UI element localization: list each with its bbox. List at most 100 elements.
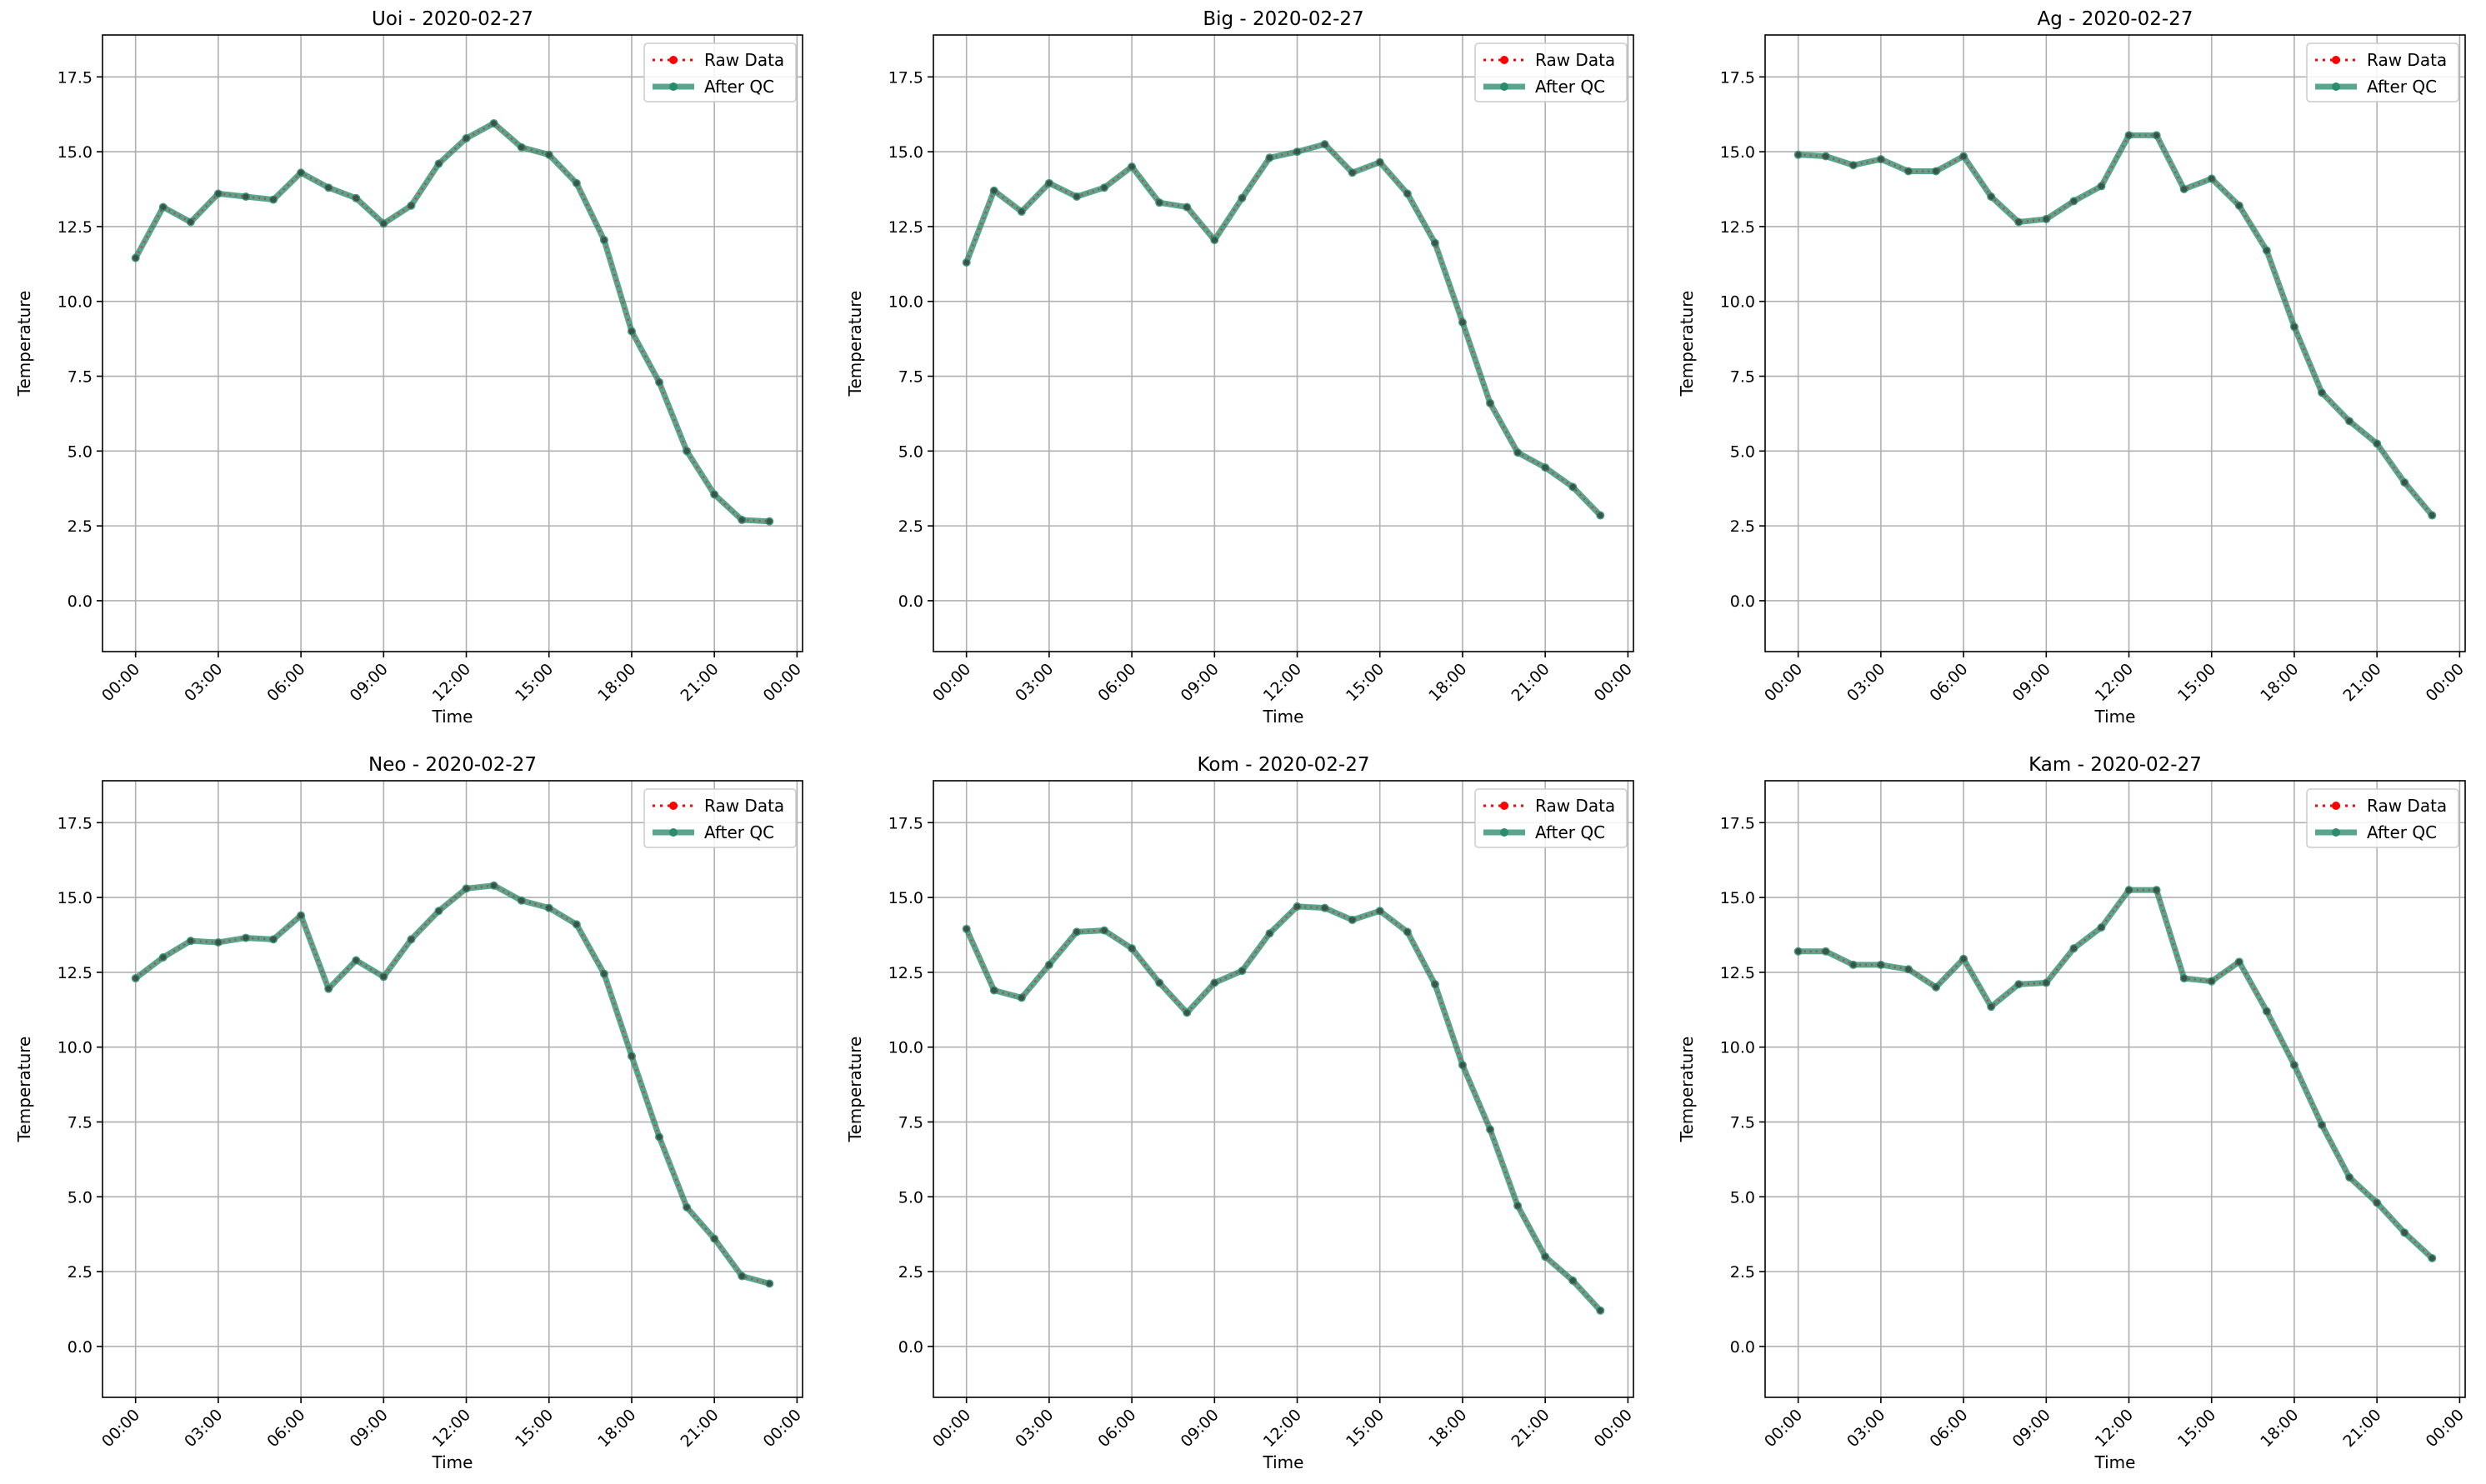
legend-marker-raw-data <box>1500 56 1508 64</box>
legend-label: Raw Data <box>1535 50 1615 70</box>
legend-marker-raw-data <box>669 802 678 810</box>
data-point-raw-data <box>325 184 332 191</box>
data-point-raw-data <box>1128 945 1135 952</box>
x-tick-label: 18:00 <box>1425 660 1470 705</box>
x-tick-label: 21:00 <box>677 1406 722 1451</box>
y-tick-label: 10.0 <box>888 1039 923 1057</box>
data-point-raw-data <box>2373 1200 2380 1207</box>
data-point-raw-data <box>1432 240 1438 247</box>
data-point-raw-data <box>518 144 525 151</box>
data-point-raw-data <box>1459 1062 1466 1068</box>
data-point-raw-data <box>1128 163 1135 170</box>
chart-title: Kom - 2020-02-27 <box>1198 754 1370 776</box>
data-point-raw-data <box>601 971 608 977</box>
data-point-raw-data <box>991 987 998 993</box>
data-point-raw-data <box>1322 141 1328 147</box>
data-point-raw-data <box>1183 204 1190 211</box>
data-point-raw-data <box>1569 1277 1576 1284</box>
legend-label: After QC <box>2367 822 2437 842</box>
legend-marker-after-qc <box>1500 82 1508 91</box>
data-point-raw-data <box>1156 979 1163 986</box>
y-axis: 0.0 2.5 5.0 7.5 10.0 12.5 15.0 17.5 <box>1720 68 2465 611</box>
data-point-raw-data <box>738 517 745 523</box>
legend-label: Raw Data <box>2367 796 2447 816</box>
y-tick-label: 7.5 <box>898 1114 923 1132</box>
data-point-raw-data <box>435 160 442 167</box>
x-tick-label: 12:00 <box>2092 660 2137 705</box>
x-tick-label: 12:00 <box>2092 1406 2137 1451</box>
legend-marker-after-qc <box>2332 82 2340 91</box>
y-axis: 0.0 2.5 5.0 7.5 10.0 12.5 15.0 17.5 <box>888 68 1633 611</box>
y-tick-label: 2.5 <box>1730 517 1755 536</box>
series-group <box>1793 886 2437 1262</box>
axes-frame <box>1764 34 2466 652</box>
axes-frame <box>102 34 803 652</box>
y-tick-label: 15.0 <box>1720 889 1755 907</box>
y-tick-label: 5.0 <box>68 442 93 461</box>
x-tick-label: 15:00 <box>2174 1406 2219 1451</box>
y-tick-label: 0.0 <box>898 592 923 611</box>
y-tick-label: 0.0 <box>68 1338 93 1357</box>
subplot-1: 0.0 2.5 5.0 7.5 10.0 12.5 15.0 17.5 00:00 03:00 06… <box>14 8 805 727</box>
legend-marker-raw-data <box>2332 56 2340 64</box>
y-tick-label: 10.0 <box>1720 293 1755 312</box>
x-tick-label: 09:00 <box>347 1406 392 1451</box>
x-tick-label: 18:00 <box>594 1406 639 1451</box>
y-tick-label: 12.5 <box>888 218 923 237</box>
data-point-raw-data <box>325 986 332 992</box>
x-tick-label: 03:00 <box>1012 1406 1057 1451</box>
data-point-raw-data <box>1905 966 1912 972</box>
data-point-raw-data <box>546 152 553 158</box>
data-point-raw-data <box>2401 1229 2408 1236</box>
data-point-raw-data <box>711 491 718 497</box>
data-point-raw-data <box>1597 1307 1603 1314</box>
x-tick-label: 18:00 <box>2257 660 2302 705</box>
legend-label: Raw Data <box>704 796 784 816</box>
x-tick-label: 15:00 <box>512 660 557 705</box>
x-axis-label: Time <box>2094 707 2136 727</box>
legend-marker-raw-data <box>2332 802 2340 810</box>
series-line-raw-data <box>134 884 770 1285</box>
data-point-raw-data <box>1294 903 1301 910</box>
data-point-raw-data <box>1073 193 1080 200</box>
x-tick-label: 00:00 <box>98 1406 143 1451</box>
series-group <box>962 902 1605 1315</box>
data-point-raw-data <box>1823 152 1829 159</box>
data-point-raw-data <box>2181 186 2188 192</box>
data-point-raw-data <box>2153 132 2160 138</box>
data-point-raw-data <box>711 1236 718 1242</box>
x-axis-label: Time <box>432 1452 473 1472</box>
data-point-raw-data <box>1018 208 1025 215</box>
data-point-raw-data <box>463 135 470 142</box>
x-tick-label: 15:00 <box>1343 660 1388 705</box>
x-tick-label: 12:00 <box>1260 1406 1305 1451</box>
data-point-raw-data <box>1101 184 1108 191</box>
x-tick-label: 03:00 <box>181 660 226 705</box>
data-point-raw-data <box>1377 907 1383 914</box>
data-point-raw-data <box>1046 962 1053 968</box>
x-tick-label: 00:00 <box>98 660 143 705</box>
data-point-raw-data <box>2015 219 2022 226</box>
y-axis-label: Temperature <box>845 1037 865 1143</box>
legend-label: Raw Data <box>704 50 784 70</box>
y-tick-label: 7.5 <box>898 368 923 387</box>
y-tick-label: 15.0 <box>888 143 923 162</box>
y-tick-label: 2.5 <box>898 1263 923 1282</box>
data-point-raw-data <box>1349 169 1356 176</box>
data-point-raw-data <box>1349 917 1356 923</box>
data-point-raw-data <box>298 912 304 919</box>
legend-marker-after-qc <box>1500 828 1508 837</box>
data-point-raw-data <box>1156 199 1163 206</box>
data-point-raw-data <box>991 187 998 194</box>
data-point-raw-data <box>2236 958 2243 965</box>
plot-area <box>103 35 803 652</box>
data-point-raw-data <box>1266 154 1273 161</box>
series-line-after-qc <box>1795 132 2435 519</box>
series-raw-data <box>133 120 773 525</box>
plot-area <box>1765 35 2465 652</box>
y-tick-label: 7.5 <box>68 368 93 387</box>
data-point-raw-data <box>2263 247 2270 254</box>
y-tick-label: 15.0 <box>58 143 93 162</box>
subplot-3: 0.0 2.5 5.0 7.5 10.0 12.5 15.0 17.5 00:00 03:00 06… <box>1677 8 2468 727</box>
x-tick-label: 00:00 <box>1761 660 1806 705</box>
